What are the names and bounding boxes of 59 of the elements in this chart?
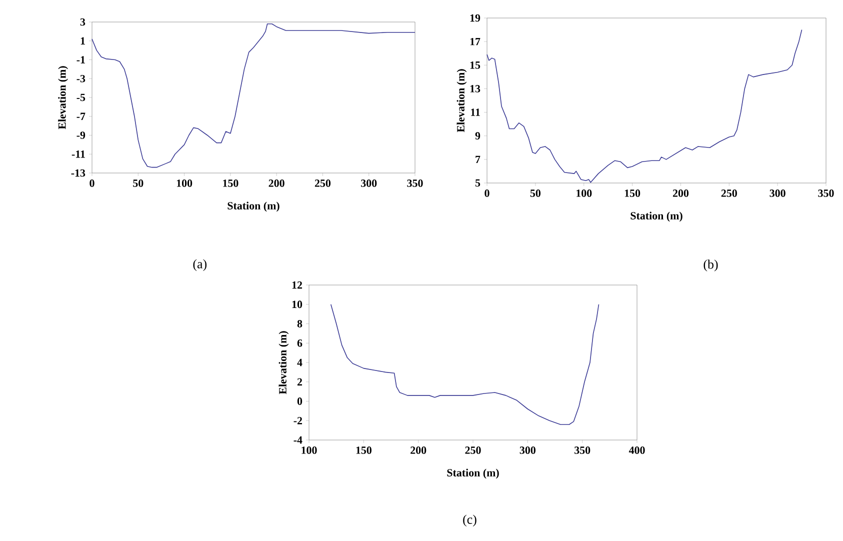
y-tick-label: 7 [476,156,480,164]
y-tick-label: -13 [71,169,86,177]
y-axis-title: Elevation (m) [58,66,68,130]
x-tick-label: 250 [721,190,737,197]
y-axis-title: Elevation (m) [278,331,289,394]
y-tick-label: 8 [297,320,302,328]
x-axis-title: Station (m) [447,468,499,479]
text: (b) [704,260,718,272]
y-tick-label: 10 [292,300,302,308]
y-tick-label: 6 [297,339,302,347]
x-tick-label: 200 [268,180,284,187]
x-tick-label: 200 [672,190,689,197]
y-tick-label: -3 [76,74,86,82]
y-tick-label: 4 [297,358,302,366]
x-tick-label: 400 [628,446,645,454]
y-tick-label: -5 [76,94,86,102]
x-tick-label: 300 [361,180,377,187]
y-tick-label: 5 [475,179,480,187]
y-tick-label: 3 [80,18,86,26]
y-tick-label: 12 [292,281,302,289]
x-tick-label: 100 [176,180,192,187]
y-tick-label: 9 [475,132,480,140]
y-tick-label: -2 [294,417,302,424]
x-axis-title: Station (m) [630,212,682,222]
y-tick-label: 15 [470,61,480,69]
x-tick-label: 200 [410,446,426,454]
x-tick-label: 300 [520,446,536,454]
x-tick-label: 150 [223,180,238,187]
x-tick-label: 250 [465,446,481,454]
x-tick-label: 350 [574,446,590,454]
x-tick-label: 300 [770,190,786,197]
x-tick-label: 0 [484,190,490,197]
y-axis-title: Elevation (m) [456,69,467,132]
y-tick-label: -1 [76,56,85,64]
x-tick-label: 50 [530,190,540,197]
x-tick-label: 350 [818,190,834,197]
y-tick-label: -4 [294,436,302,444]
x-tick-label: 150 [624,190,640,197]
x-tick-label: 250 [314,180,331,187]
line-series [330,304,600,425]
x-tick-label: 0 [90,180,94,187]
x-axis-title: Station (m) [228,202,280,212]
y-tick-label: 2 [297,378,302,386]
x-tick-label: 100 [302,446,317,454]
y-tick-label: -7 [76,112,86,120]
x-tick-label: 50 [133,180,144,187]
y-tick-label: 17 [470,38,480,46]
x-tick-label: 350 [407,180,423,187]
text: (a) [193,259,207,271]
x-tick-label: 100 [576,190,592,197]
y-tick-label: 11 [471,108,480,116]
y-tick-label: 1 [80,37,85,44]
y-tick-label: 0 [297,398,302,405]
y-tick-label: 19 [470,14,480,22]
y-tick-label: 13 [470,85,480,92]
x-tick-label: 150 [356,446,372,454]
y-tick-label: -11 [72,150,85,158]
y-tick-label: -9 [76,132,86,139]
text: (c) [463,514,476,526]
